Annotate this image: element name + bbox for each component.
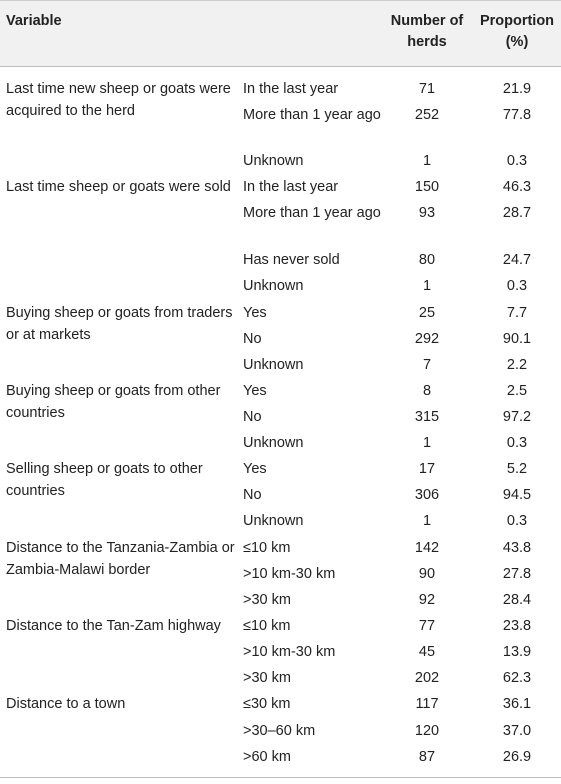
proportion-cell: 21.9 bbox=[502, 81, 532, 97]
number-cell: 1 bbox=[422, 435, 432, 451]
table-header-background bbox=[0, 0, 561, 66]
proportion-cell: 28.4 bbox=[502, 592, 532, 608]
number-cell: 252 bbox=[414, 107, 440, 123]
variable-label: Last time sheep or goats were sold bbox=[6, 179, 231, 195]
number-cell: 8 bbox=[422, 383, 432, 399]
variable-label: Buying sheep or goats from traders or at… bbox=[6, 305, 233, 343]
category-cell: Unknown bbox=[243, 357, 304, 373]
proportion-cell: 77.8 bbox=[502, 107, 532, 123]
proportion-cell: 37.0 bbox=[502, 723, 532, 739]
number-cell: 7 bbox=[422, 357, 432, 373]
proportion-cell: 0.3 bbox=[506, 435, 528, 451]
category-cell: No bbox=[243, 331, 262, 347]
category-cell: Unknown bbox=[243, 435, 304, 451]
number-cell: 87 bbox=[418, 749, 436, 765]
proportion-cell: 5.2 bbox=[506, 461, 528, 477]
category-cell: In the last year bbox=[243, 81, 339, 97]
number-cell: 80 bbox=[418, 252, 436, 268]
proportion-cell: 0.3 bbox=[506, 153, 528, 169]
category-cell: Unknown bbox=[243, 278, 304, 294]
proportion-cell: 23.8 bbox=[502, 618, 532, 634]
number-cell: 93 bbox=[418, 205, 436, 221]
number-cell: 25 bbox=[418, 305, 436, 321]
category-cell: >30 km bbox=[243, 592, 291, 608]
number-cell: 150 bbox=[414, 179, 440, 195]
number-cell: 306 bbox=[414, 487, 440, 503]
category-cell: Has never sold bbox=[243, 252, 340, 268]
variable-label: Distance to a town bbox=[6, 696, 126, 712]
proportion-cell: 43.8 bbox=[502, 540, 532, 556]
category-cell: Yes bbox=[243, 305, 267, 321]
header-variable: Variable bbox=[6, 13, 62, 29]
category-cell: Yes bbox=[243, 383, 267, 399]
category-cell: No bbox=[243, 487, 262, 503]
variable-label: Selling sheep or goats to other countrie… bbox=[6, 461, 203, 499]
proportion-cell: 7.7 bbox=[506, 305, 528, 321]
category-cell: >30–60 km bbox=[243, 723, 316, 739]
category-cell: Unknown bbox=[243, 153, 304, 169]
proportion-cell: 26.9 bbox=[502, 749, 532, 765]
proportion-cell: 97.2 bbox=[502, 409, 532, 425]
category-cell: >30 km bbox=[243, 670, 291, 686]
category-cell: ≤30 km bbox=[243, 696, 291, 712]
category-cell: >10 km-30 km bbox=[243, 566, 336, 582]
number-cell: 292 bbox=[414, 331, 440, 347]
proportion-cell: 2.5 bbox=[506, 383, 528, 399]
number-cell: 202 bbox=[414, 670, 440, 686]
number-cell: 45 bbox=[418, 644, 436, 660]
category-cell: ≤10 km bbox=[243, 540, 291, 556]
proportion-cell: 0.3 bbox=[506, 278, 528, 294]
proportion-cell: 2.2 bbox=[506, 357, 528, 373]
number-cell: 17 bbox=[418, 461, 436, 477]
variable-label: Distance to the Tan-Zam highway bbox=[6, 618, 221, 634]
header-rule bbox=[0, 66, 561, 67]
proportion-cell: 36.1 bbox=[502, 696, 532, 712]
category-cell: ≤10 km bbox=[243, 618, 291, 634]
category-cell: Unknown bbox=[243, 513, 304, 529]
proportion-cell: 28.7 bbox=[502, 205, 532, 221]
variable-label: Last time new sheep or goats were acquir… bbox=[6, 81, 231, 119]
proportion-cell: 24.7 bbox=[502, 252, 532, 268]
number-cell: 1 bbox=[422, 278, 432, 294]
proportion-cell: 46.3 bbox=[502, 179, 532, 195]
header-number-of-herds: Number of herds bbox=[390, 13, 464, 50]
category-cell: In the last year bbox=[243, 179, 339, 195]
category-cell: >60 km bbox=[243, 749, 291, 765]
proportion-cell: 0.3 bbox=[506, 513, 528, 529]
header-proportion: Proportion (%) bbox=[479, 13, 555, 50]
category-cell: No bbox=[243, 409, 262, 425]
number-cell: 120 bbox=[414, 723, 440, 739]
number-cell: 77 bbox=[418, 618, 436, 634]
number-cell: 90 bbox=[418, 566, 436, 582]
proportion-cell: 27.8 bbox=[502, 566, 532, 582]
proportion-cell: 13.9 bbox=[502, 644, 532, 660]
category-cell: >10 km-30 km bbox=[243, 644, 336, 660]
number-cell: 315 bbox=[414, 409, 440, 425]
number-cell: 1 bbox=[422, 153, 432, 169]
variable-label: Buying sheep or goats from other countri… bbox=[6, 383, 221, 421]
proportion-cell: 94.5 bbox=[502, 487, 532, 503]
category-cell: More than 1 year ago bbox=[243, 205, 381, 221]
number-cell: 92 bbox=[418, 592, 436, 608]
category-cell: Yes bbox=[243, 461, 267, 477]
variable-label: Distance to the Tanzania-Zambia or Zambi… bbox=[6, 540, 235, 578]
proportion-cell: 62.3 bbox=[502, 670, 532, 686]
table-top-rule bbox=[0, 0, 561, 1]
table-bottom-rule bbox=[0, 777, 561, 778]
number-cell: 1 bbox=[422, 513, 432, 529]
category-cell: More than 1 year ago bbox=[243, 107, 381, 123]
number-cell: 142 bbox=[414, 540, 440, 556]
proportion-cell: 90.1 bbox=[502, 331, 532, 347]
number-cell: 117 bbox=[415, 696, 439, 712]
number-cell: 71 bbox=[418, 81, 436, 97]
